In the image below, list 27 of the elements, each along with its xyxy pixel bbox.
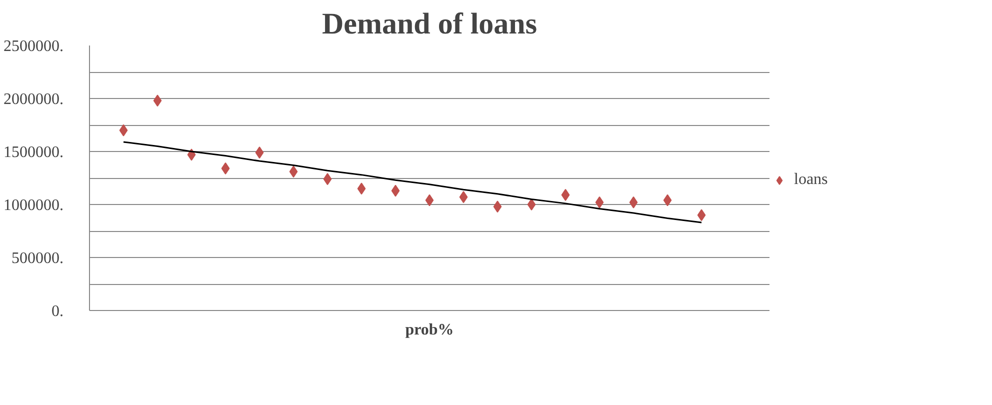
point bbox=[493, 200, 502, 213]
y-tick-label: 500000. bbox=[12, 250, 64, 267]
y-tick-label: 1000000. bbox=[4, 197, 64, 214]
point bbox=[221, 162, 230, 174]
point bbox=[697, 209, 706, 222]
point bbox=[629, 196, 638, 208]
point bbox=[595, 196, 604, 208]
y-tick-label: 1500000. bbox=[4, 144, 64, 161]
line-series bbox=[122, 141, 702, 224]
point bbox=[663, 194, 672, 206]
point bbox=[153, 94, 162, 107]
point bbox=[255, 146, 264, 159]
point bbox=[323, 173, 332, 186]
point bbox=[357, 182, 366, 195]
x-axis-title: prob% bbox=[405, 322, 454, 338]
point bbox=[527, 198, 536, 210]
point bbox=[289, 166, 298, 178]
point bbox=[561, 188, 570, 201]
y-tick-label: 0. bbox=[52, 303, 64, 320]
point bbox=[119, 124, 128, 136]
y-tick-label: 2000000. bbox=[4, 91, 64, 108]
point bbox=[459, 191, 468, 204]
chart-title: Demand of loans bbox=[322, 8, 538, 40]
legend-label: loans bbox=[794, 171, 828, 189]
y-tick-label: 2500000. bbox=[4, 38, 64, 55]
point bbox=[425, 194, 434, 206]
point bbox=[391, 184, 400, 197]
